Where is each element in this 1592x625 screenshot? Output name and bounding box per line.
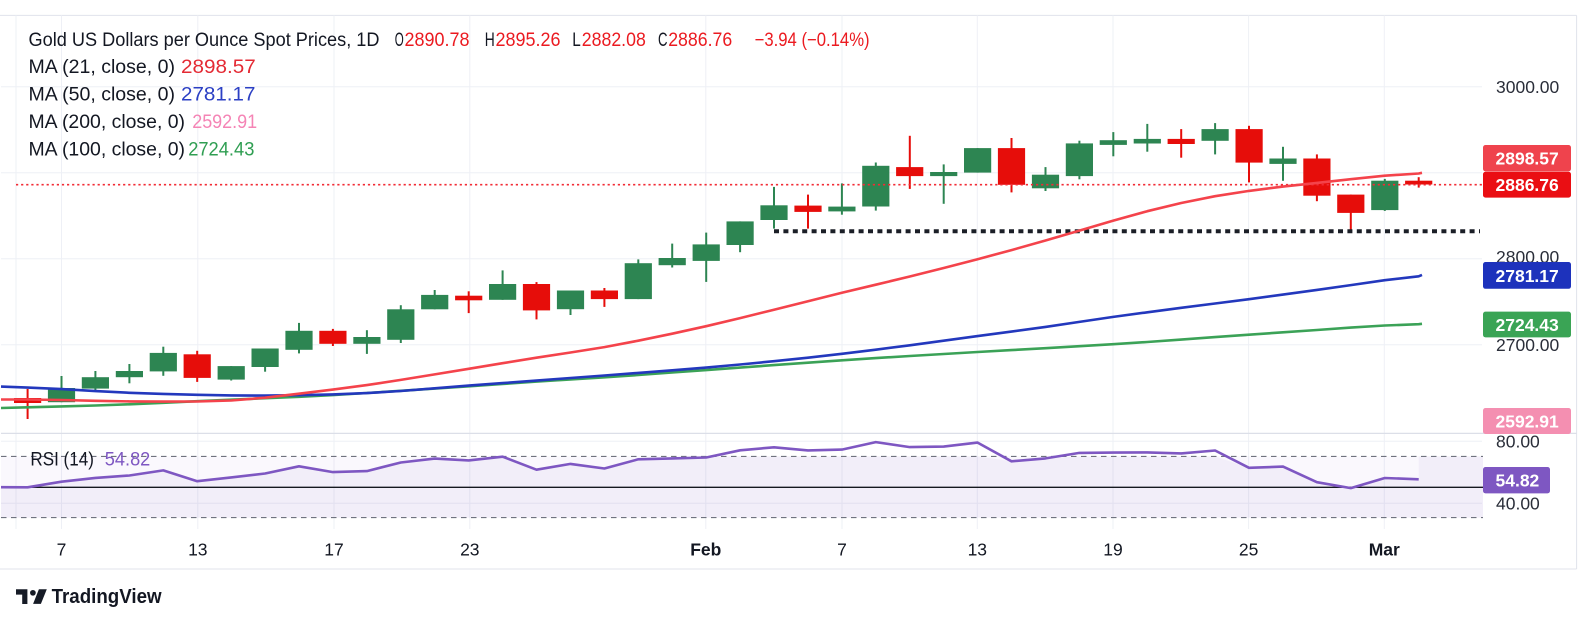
svg-text:2890.78: 2890.78 [405,30,470,51]
svg-text:2700.00: 2700.00 [1496,335,1560,355]
svg-text:13: 13 [188,540,207,560]
svg-text:17: 17 [324,540,343,560]
svg-text:MA (21, close, 0): MA (21, close, 0) [29,57,176,78]
svg-text:O: O [395,30,404,51]
svg-text:7: 7 [837,540,847,560]
svg-text:2898.57: 2898.57 [1496,149,1559,169]
svg-text:TradingView: TradingView [52,586,162,608]
svg-text:Gold US Dollars per Ounce Spot: Gold US Dollars per Ounce Spot Prices, 1… [29,30,380,51]
svg-text:2592.91: 2592.91 [192,112,257,133]
svg-text:Feb: Feb [690,540,721,560]
svg-text:2886.76: 2886.76 [1496,175,1560,195]
svg-text:2781.17: 2781.17 [181,85,255,106]
svg-text:2592.91: 2592.91 [1496,411,1560,431]
svg-text:40.00: 40.00 [1496,494,1540,514]
svg-text:2895.26: 2895.26 [496,30,561,51]
svg-text:2724.43: 2724.43 [1496,315,1560,335]
svg-text:RSI (14): RSI (14) [30,450,94,471]
svg-text:Mar: Mar [1369,540,1400,560]
svg-text:2898.57: 2898.57 [181,57,256,78]
svg-text:2724.43: 2724.43 [188,139,254,160]
svg-text:54.82: 54.82 [105,450,151,471]
svg-text:2886.76: 2886.76 [668,30,732,51]
svg-text:MA (100, close, 0): MA (100, close, 0) [29,139,186,160]
svg-text:2882.08: 2882.08 [582,30,646,51]
svg-text:54.82: 54.82 [1496,471,1540,491]
svg-text:2781.17: 2781.17 [1496,266,1559,286]
svg-text:7: 7 [57,540,67,560]
svg-text:80.00: 80.00 [1496,432,1540,452]
svg-text:MA (50, close, 0): MA (50, close, 0) [29,85,176,106]
svg-text:13: 13 [968,540,987,560]
svg-text:19: 19 [1103,540,1122,560]
svg-text:−3.94 (−0.14%): −3.94 (−0.14%) [755,30,870,51]
svg-text:C: C [658,30,668,51]
svg-text:MA (200, close, 0): MA (200, close, 0) [29,112,186,133]
svg-text:H: H [485,30,495,51]
svg-text:23: 23 [460,540,479,560]
svg-text:2800.00: 2800.00 [1496,247,1560,267]
svg-text:L: L [572,30,581,51]
svg-text:3000.00: 3000.00 [1496,77,1560,97]
svg-text:25: 25 [1239,540,1258,560]
